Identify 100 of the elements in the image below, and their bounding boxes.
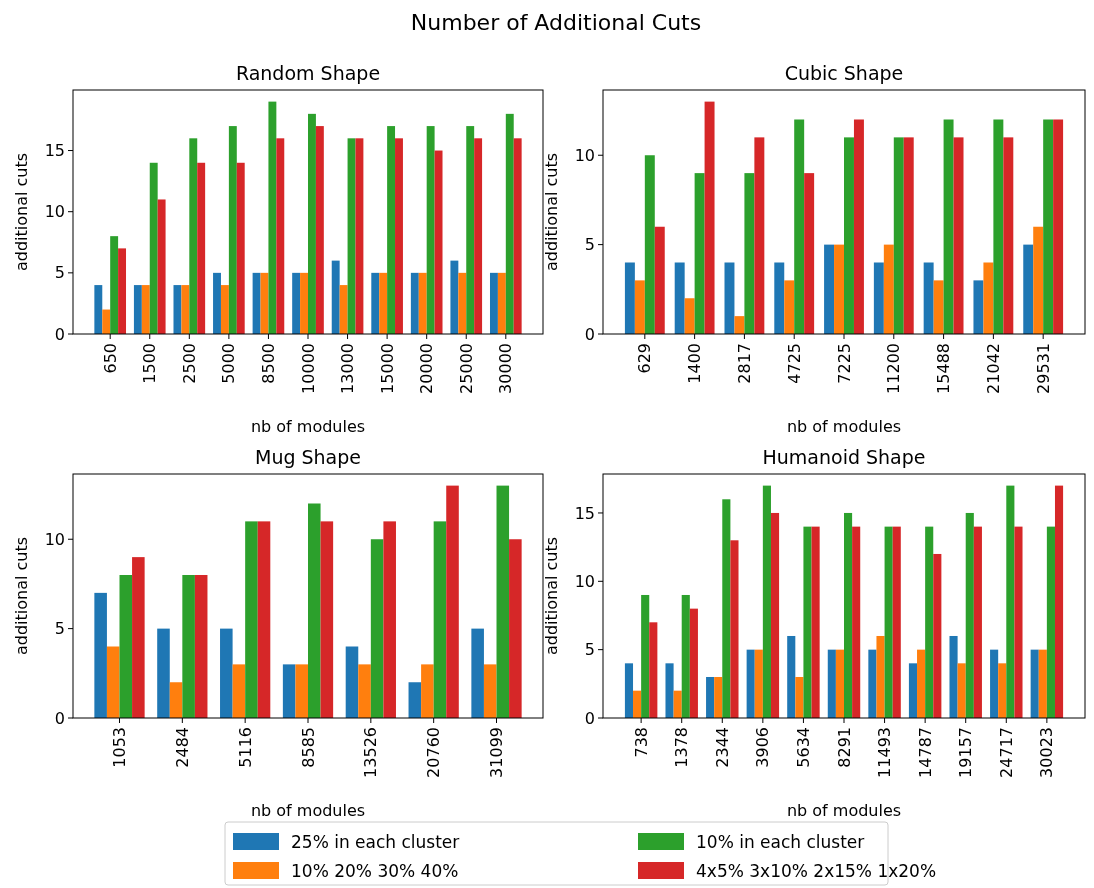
bar — [276, 138, 285, 334]
x-axis-title: nb of modules — [250, 801, 366, 820]
bar — [835, 649, 844, 718]
bar — [102, 309, 111, 334]
x-tick-label: 5000 — [219, 343, 239, 384]
x-tick-label: 4725 — [784, 343, 804, 384]
bar — [505, 113, 514, 334]
bar — [509, 539, 522, 718]
bar — [149, 162, 158, 334]
x-tick-label: 738 — [631, 727, 651, 758]
x-tick-label: 13526 — [361, 727, 381, 778]
bar — [236, 162, 245, 334]
bar — [953, 137, 964, 334]
y-tick-label: 10 — [574, 571, 595, 591]
bar — [957, 663, 966, 718]
bar — [1046, 526, 1055, 718]
bar — [844, 512, 853, 718]
bar — [827, 649, 836, 718]
bar — [873, 262, 884, 334]
x-tick-label: 10000 — [298, 343, 318, 394]
bar — [633, 690, 642, 718]
bar — [197, 162, 206, 334]
bar — [418, 272, 427, 334]
bar — [410, 272, 419, 334]
bar — [1043, 119, 1054, 334]
bar — [308, 503, 321, 718]
bar — [903, 137, 914, 334]
bar — [774, 262, 785, 334]
bar — [1053, 119, 1064, 334]
bar — [173, 285, 182, 334]
x-tick-label: 20000 — [417, 343, 437, 394]
bar — [458, 272, 467, 334]
bar — [157, 628, 170, 718]
bar — [387, 126, 396, 334]
bar — [426, 126, 435, 334]
bar — [754, 649, 763, 718]
x-tick-label: 29531 — [1033, 343, 1053, 394]
bar — [674, 262, 685, 334]
bar — [295, 664, 308, 718]
bar — [892, 526, 901, 718]
bar — [320, 521, 334, 718]
bar — [973, 526, 982, 718]
bar — [684, 298, 695, 334]
y-tick-label: 10 — [44, 202, 65, 222]
bar — [722, 499, 731, 718]
y-axis-title: additional cuts — [12, 152, 31, 272]
bar — [787, 635, 796, 718]
y-tick-label: 5 — [584, 640, 595, 660]
x-tick-label: 21042 — [983, 343, 1003, 394]
bar — [876, 635, 885, 718]
bar — [973, 280, 984, 334]
bar — [181, 285, 190, 334]
bar — [644, 155, 655, 334]
bar — [724, 262, 735, 334]
bar — [923, 262, 934, 334]
bar — [228, 126, 237, 334]
bar — [182, 575, 195, 718]
bar — [106, 646, 120, 718]
bar — [257, 521, 271, 718]
x-tick-label: 3906 — [753, 727, 773, 768]
bar — [220, 285, 229, 334]
bar — [844, 137, 854, 334]
y-tick-label: 0 — [584, 708, 595, 728]
bar — [1023, 244, 1034, 334]
bar — [371, 272, 380, 334]
bar — [784, 280, 795, 334]
x-axis-title: nb of modules — [786, 417, 902, 436]
x-tick-label: 15000 — [377, 343, 397, 394]
y-tick-label: 5 — [54, 619, 65, 639]
bar — [252, 272, 261, 334]
bar — [194, 575, 208, 718]
bar — [943, 119, 954, 334]
legend-label: 4x5% 3x10% 2x15% 1x20% — [696, 860, 937, 881]
bar — [282, 664, 296, 718]
bar — [483, 664, 497, 718]
bar — [110, 236, 119, 334]
bar — [730, 540, 739, 718]
bar — [824, 244, 835, 334]
bar — [119, 575, 133, 718]
x-tick-label: 5634 — [794, 727, 814, 768]
y-tick-label: 10 — [574, 145, 595, 165]
x-tick-label: 20760 — [424, 727, 444, 778]
bar — [383, 521, 396, 718]
bar — [379, 272, 388, 334]
x-tick-label: 8500 — [259, 343, 279, 384]
y-tick-label: 10 — [44, 529, 65, 549]
bar — [370, 539, 384, 718]
bar — [794, 119, 805, 334]
x-tick-label: 2817 — [735, 343, 755, 384]
bar — [949, 635, 958, 718]
x-tick-label: 650 — [100, 343, 120, 374]
bar — [292, 272, 301, 334]
bar — [358, 664, 371, 718]
x-tick-label: 2484 — [172, 727, 192, 768]
bar — [925, 526, 934, 718]
x-tick-label: 15488 — [934, 343, 954, 394]
bar — [471, 628, 484, 718]
x-tick-label: 14787 — [915, 727, 935, 778]
bar — [804, 173, 815, 334]
bar — [220, 628, 233, 718]
